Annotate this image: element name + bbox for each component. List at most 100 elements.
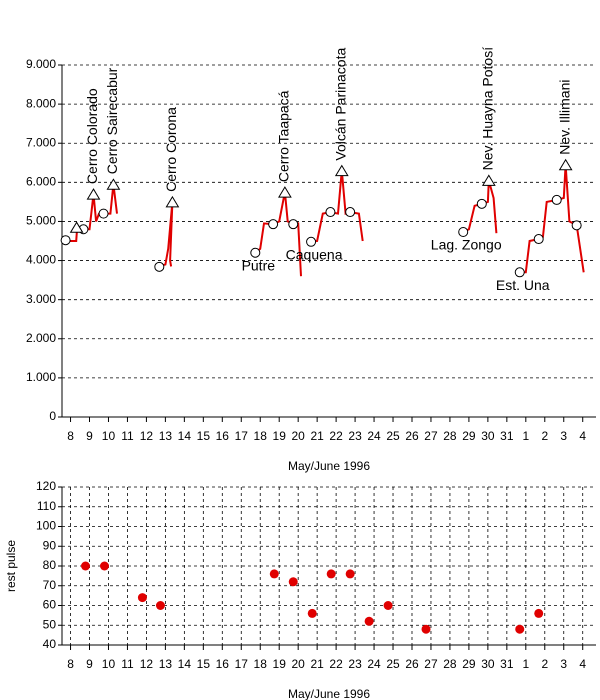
x-tick-label: 10 (102, 657, 116, 671)
site-marker (154, 261, 165, 272)
x-tick-label: 31 (500, 429, 514, 443)
y-tick-label: 80 (43, 558, 57, 572)
peak-label: Volcán Parinacota (333, 48, 349, 161)
x-tick-label: 8 (67, 657, 74, 671)
y-tick-label: 7.000 (26, 135, 56, 149)
site-marker (571, 220, 582, 231)
site-marker (60, 235, 71, 246)
x-tick-label: 14 (178, 429, 192, 443)
x-tick-label: 28 (443, 429, 457, 443)
x-tick-label: 16 (216, 657, 230, 671)
x-tick-label: 13 (159, 657, 173, 671)
pulse-point (269, 569, 279, 579)
peak-label: Cerro Corona (163, 107, 179, 192)
x-tick-label: 31 (500, 657, 514, 671)
x-tick-label: 1 (522, 429, 529, 443)
x-tick-label: 2 (541, 429, 548, 443)
y-tick-label: 3.000 (26, 292, 56, 306)
y-tick-label: 2.000 (26, 331, 56, 345)
site-marker (268, 219, 279, 230)
peak-label: Cerro Taapacá (276, 90, 292, 182)
x-tick-label: 19 (273, 657, 287, 671)
site-marker (533, 234, 544, 245)
site-label: Caquena (286, 246, 343, 262)
x-tick-label: 18 (254, 429, 268, 443)
x-tick-label: 24 (367, 429, 381, 443)
x-tick-label: 19 (273, 429, 287, 443)
pulse-point (307, 608, 317, 618)
site-marker (551, 194, 562, 205)
x-tick-label: 29 (462, 429, 476, 443)
pulse-point (326, 569, 336, 579)
pulse-point (534, 608, 544, 618)
x-tick-label: 28 (443, 657, 457, 671)
site-marker (288, 219, 299, 230)
y-tick-label: 110 (37, 499, 56, 513)
x-tick-label: 17 (235, 657, 249, 671)
x-tick-label: 3 (560, 429, 567, 443)
x-tick-label: 14 (178, 657, 192, 671)
x-tick-label: 20 (291, 657, 305, 671)
y-tick-label: 60 (43, 598, 57, 612)
x-tick-label: 18 (254, 657, 268, 671)
site-label: Est. Una (496, 277, 550, 293)
x-tick-label: 20 (291, 429, 305, 443)
peak-marker (86, 188, 101, 200)
x-tick-label: 22 (329, 429, 343, 443)
pulse-point (155, 601, 165, 610)
x-tick-label: 9 (86, 657, 93, 671)
x-tick-label: 12 (140, 429, 154, 443)
y-axis-label: rest pulse (4, 540, 18, 592)
peak-label: Cerro Colorado (84, 88, 100, 184)
site-marker (476, 198, 487, 209)
site-label: Putre (242, 257, 276, 273)
peak-marker (558, 158, 573, 171)
pulse-point (345, 569, 355, 579)
x-tick-label: 8 (67, 429, 74, 443)
altitude-line (62, 164, 585, 277)
x-tick-label: 26 (405, 657, 419, 671)
x-tick-label: 27 (424, 429, 438, 443)
site-marker (250, 247, 261, 258)
site-marker (325, 207, 336, 218)
pulse-point (364, 616, 374, 626)
site-marker (306, 236, 317, 247)
x-tick-label: 26 (405, 429, 419, 443)
pulse-point (288, 577, 298, 587)
x-tick-label: 16 (216, 429, 230, 443)
x-tick-label: 13 (159, 429, 173, 443)
pulse-point (383, 601, 393, 610)
x-tick-label: 15 (197, 429, 211, 443)
peak-marker (165, 195, 180, 208)
peak-marker (334, 164, 349, 177)
x-tick-label: 21 (310, 429, 324, 443)
site-marker (345, 207, 356, 218)
site-marker (98, 208, 109, 219)
x-tick-label: 10 (102, 429, 116, 443)
x-tick-label: 30 (481, 429, 495, 443)
pulse-point (81, 561, 91, 571)
y-tick-label: 5.000 (26, 214, 56, 228)
y-tick-label: 40 (43, 637, 57, 651)
x-tick-label: 4 (579, 657, 586, 671)
y-tick-label: 0 (49, 409, 56, 423)
x-tick-label: 21 (310, 657, 324, 671)
pulse-point (515, 624, 525, 634)
peak-label: Nev. Huayna Potosí (480, 47, 496, 171)
site-marker (514, 267, 525, 278)
pulse-point (137, 593, 147, 603)
site-label: Lag. Zongo (431, 237, 502, 253)
y-tick-label: 70 (43, 578, 57, 592)
peak-label: Nev. Illimani (556, 80, 572, 155)
x-tick-label: 27 (424, 657, 438, 671)
x-tick-label: 1 (522, 657, 529, 671)
pulse-point (421, 624, 431, 634)
x-axis-label: May/June 1996 (288, 459, 370, 473)
x-tick-label: 23 (348, 657, 362, 671)
x-tick-label: 17 (235, 429, 249, 443)
x-tick-label: 11 (121, 429, 134, 443)
peak-marker (481, 174, 496, 186)
x-tick-label: 25 (386, 657, 400, 671)
x-tick-label: 22 (329, 657, 343, 671)
x-tick-label: 25 (386, 429, 400, 443)
